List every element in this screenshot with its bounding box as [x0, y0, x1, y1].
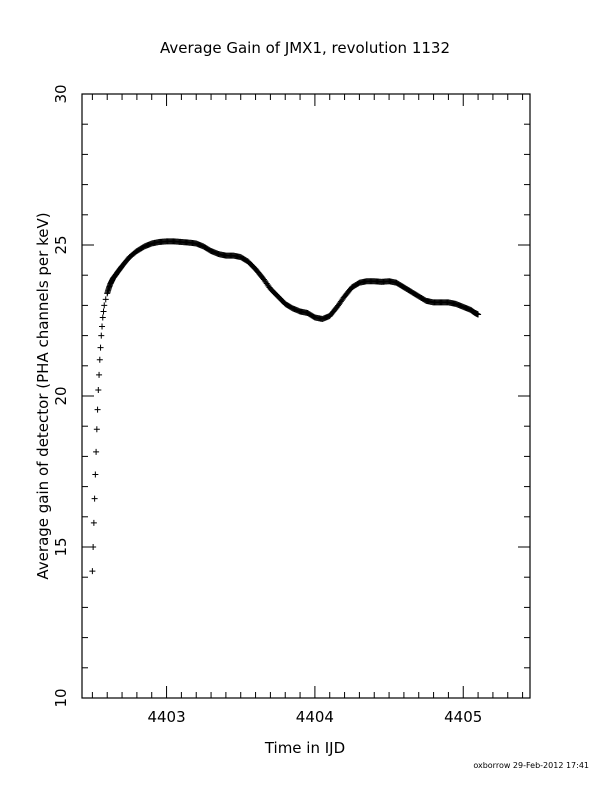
data-point [90, 544, 97, 550]
axis-tick-labels: 4403 4404 4405 10 15 20 25 30 [52, 84, 482, 726]
data-point [97, 344, 104, 351]
y-tick-label: 25 [52, 235, 70, 254]
data-point [96, 371, 103, 378]
axis-ticks [82, 93, 530, 699]
data-point [91, 495, 98, 502]
y-tick-label: 20 [52, 386, 70, 405]
x-tick-label: 4404 [296, 708, 334, 726]
data-point [93, 448, 100, 455]
y-tick-label: 10 [52, 688, 70, 707]
data-point [98, 332, 105, 339]
y-axis-label: Average gain of detector (PHA channels p… [34, 212, 52, 579]
data-point [99, 314, 106, 321]
data-point [90, 519, 97, 526]
data-point [102, 296, 109, 303]
x-tick-label: 4403 [147, 708, 185, 726]
data-point [92, 471, 99, 478]
data-point [95, 386, 102, 393]
data-point [100, 308, 107, 315]
data-points [89, 238, 482, 575]
x-tick-label: 4405 [444, 708, 482, 726]
plot-frame [81, 93, 531, 699]
data-point [475, 311, 482, 318]
data-point [96, 356, 103, 363]
data-point [89, 568, 96, 575]
data-point [101, 302, 108, 309]
chart-title: Average Gain of JMX1, revolution 1132 [160, 39, 450, 57]
y-tick-label: 15 [52, 537, 70, 556]
data-point [93, 426, 100, 433]
data-point [94, 406, 101, 413]
x-axis-label: Time in IJD [264, 739, 345, 757]
footer-credit: oxborrow 29-Feb-2012 17:41 [473, 761, 589, 770]
data-point [99, 323, 106, 330]
y-tick-label: 30 [52, 84, 70, 103]
